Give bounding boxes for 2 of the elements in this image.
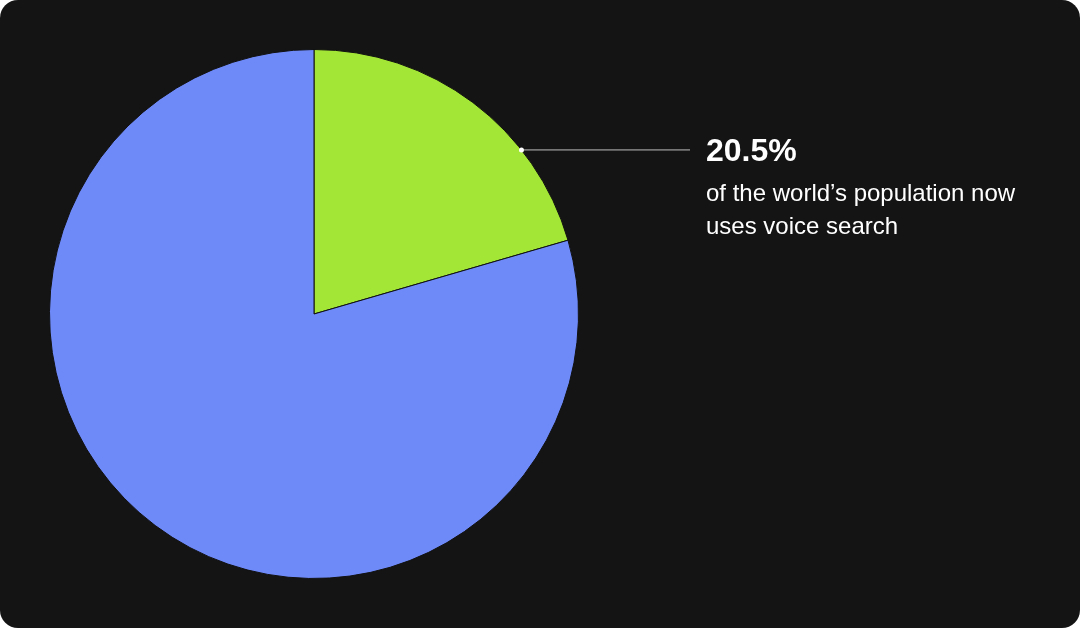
data-label: 20.5% — [706, 131, 797, 168]
text: of the world’s population now uses voice search — [706, 178, 1016, 239]
